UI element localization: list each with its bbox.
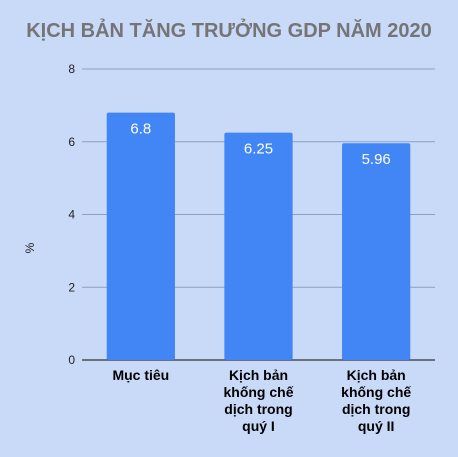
x-category-label: Kịch bản	[347, 367, 406, 383]
bar-layer	[106, 112, 411, 361]
data-label: 5.96	[362, 151, 391, 168]
bar	[224, 132, 293, 360]
x-category-label: dịch trong	[224, 401, 292, 417]
bar	[342, 143, 411, 360]
x-category-label: khống chế	[223, 384, 293, 400]
chart-title: KỊCH BẢN TĂNG TRƯỞNG GDP NĂM 2020	[26, 20, 432, 42]
y-tick-label: 6	[68, 135, 75, 149]
y-axis-label: %	[23, 242, 37, 253]
x-category-label: khống chế	[341, 384, 411, 400]
x-category-label: Kịch bản	[229, 367, 288, 383]
x-category-label: dịch trong	[342, 401, 410, 417]
y-tick-label: 0	[68, 353, 75, 367]
y-tick-label: 4	[68, 208, 75, 222]
x-category-label: quý I	[242, 418, 275, 434]
y-tick-label: 8	[68, 62, 75, 76]
data-label: 6.25	[244, 141, 273, 158]
x-category-label: Mục tiêu	[112, 367, 169, 383]
bar	[106, 112, 175, 361]
x-category-label: quý II	[358, 418, 395, 434]
y-tick-label: 2	[68, 280, 75, 294]
data-label: 6.8	[130, 121, 151, 138]
